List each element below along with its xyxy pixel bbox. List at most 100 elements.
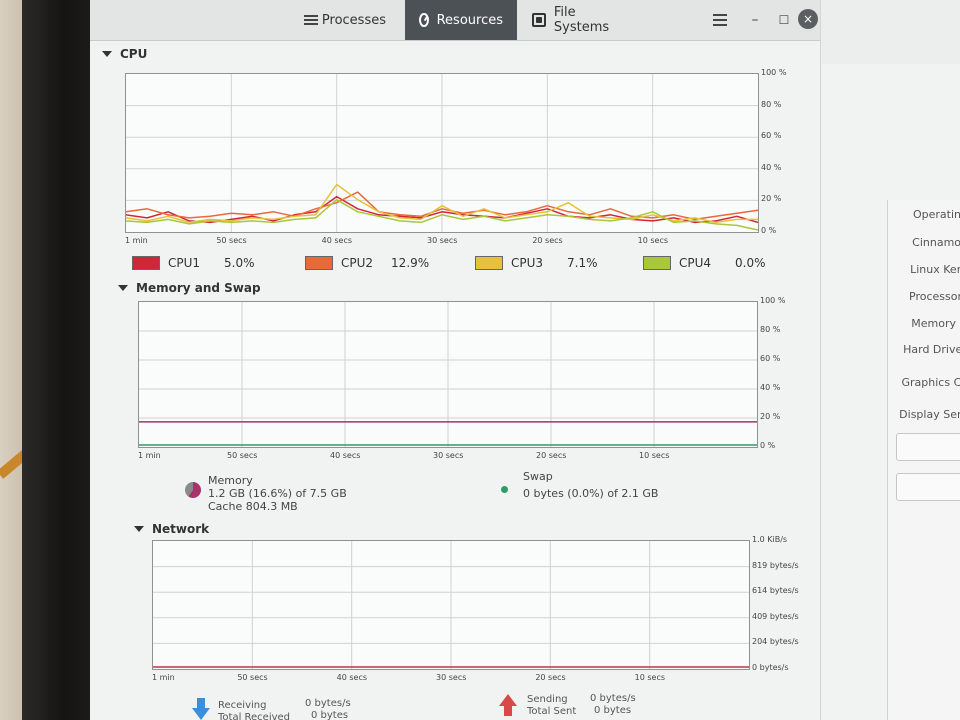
- y-tick-label: 204 bytes/s: [752, 637, 799, 647]
- swap-color-dot[interactable]: [501, 486, 508, 493]
- receiving-arrow-icon: [192, 698, 210, 720]
- memory-section-header[interactable]: Memory and Swap: [118, 281, 261, 295]
- laptop-bezel: [22, 0, 92, 720]
- network-graph: [152, 540, 750, 670]
- screen: Processes Resources File Systems – ☐ × C…: [90, 0, 960, 720]
- system-info-window: Operating Cinnamon Linux Kern Processor …: [887, 200, 960, 720]
- series-line-cpu2: [126, 191, 758, 221]
- cpu2-legend: CPU2 12.9%: [305, 256, 429, 270]
- tab-processes[interactable]: Processes: [290, 0, 400, 40]
- side-item-display-server[interactable]: Display Serv: [899, 408, 960, 421]
- minimize-button[interactable]: –: [751, 12, 759, 28]
- side-item-processor[interactable]: Processor: [909, 290, 960, 303]
- y-tick-label: 20 %: [760, 412, 781, 421]
- x-tick-label: 40 secs: [321, 236, 353, 245]
- y-tick-label: 819 bytes/s: [752, 560, 799, 570]
- cpu2-color-swatch[interactable]: [305, 256, 333, 270]
- x-tick-label: 50 secs: [216, 236, 247, 245]
- swap-usage: 0 bytes (0.0%) of 2.1 GB: [523, 487, 659, 500]
- side-button-1[interactable]: [896, 433, 960, 461]
- y-tick-label: 0 %: [760, 441, 776, 450]
- x-tick-label: 30 secs: [433, 451, 464, 460]
- y-tick-label: 0 bytes/s: [752, 663, 789, 672]
- legend-value: 7.1%: [567, 256, 598, 270]
- window-divider: [820, 0, 821, 720]
- y-tick-label: 1.0 KiB/s: [752, 535, 788, 544]
- x-tick-label: 20 secs: [536, 451, 567, 460]
- tab-file-systems[interactable]: File Systems: [518, 0, 648, 40]
- receiving-values: 0 bytes/s 0 bytes: [305, 698, 351, 720]
- side-item-memory[interactable]: Memory: [911, 317, 956, 330]
- legend-name: CPU1: [168, 256, 201, 270]
- cpu-graph: [125, 73, 759, 233]
- y-tick-label: 100 %: [761, 68, 787, 77]
- background-window-top: [821, 0, 960, 64]
- side-item-cinnamon[interactable]: Cinnamon: [912, 236, 960, 249]
- memory-cache: Cache 804.3 MB: [208, 500, 298, 513]
- y-tick-label: 0 %: [761, 226, 777, 235]
- cpu-graph-canvas: [126, 74, 758, 232]
- cpu4-legend: CPU4 0.0%: [643, 256, 766, 270]
- cpu4-color-swatch[interactable]: [643, 256, 671, 270]
- x-tick-label: 30 secs: [427, 236, 458, 245]
- receiving-labels: Receiving Total Received: [218, 700, 290, 720]
- legend-value: 5.0%: [224, 256, 255, 270]
- cpu3-legend: CPU3 7.1%: [475, 256, 598, 270]
- tab-label: Resources: [436, 12, 503, 28]
- side-item-graphics[interactable]: Graphics Ca: [901, 376, 960, 389]
- cpu1-legend: CPU1 5.0%: [132, 256, 255, 270]
- memory-info: Memory 1.2 GB (16.6%) of 7.5 GB Cache 80…: [208, 474, 347, 513]
- side-button-2[interactable]: [896, 473, 960, 501]
- x-tick-label: 30 secs: [436, 673, 467, 682]
- section-title: CPU: [120, 47, 148, 61]
- legend-value: 12.9%: [391, 256, 430, 270]
- sending-values: 0 bytes/s 0 bytes: [590, 693, 636, 717]
- x-tick-label: 50 secs: [227, 451, 258, 460]
- cpu3-color-swatch[interactable]: [475, 256, 503, 270]
- memory-pie-icon[interactable]: [185, 482, 201, 498]
- collapse-caret-icon: [134, 526, 144, 532]
- sending-value: 0 bytes/s: [590, 693, 636, 704]
- list-icon: [304, 13, 318, 27]
- sending-arrow-icon: [499, 694, 517, 716]
- memory-usage: 1.2 GB (16.6%) of 7.5 GB: [208, 487, 347, 500]
- sending-label: Sending: [527, 694, 568, 705]
- tab-label: File Systems: [553, 5, 610, 35]
- tab-resources[interactable]: Resources: [405, 0, 517, 40]
- y-tick-label: 20 %: [761, 194, 782, 204]
- series-line-cpu4: [126, 198, 758, 231]
- total-sent-value: 0 bytes: [594, 705, 632, 716]
- side-item-linux-kernel[interactable]: Linux Kern: [910, 263, 960, 276]
- cpu-section-header[interactable]: CPU: [102, 47, 147, 61]
- x-tick-label: 1 min: [125, 236, 148, 245]
- y-tick-label: 60 %: [760, 354, 781, 363]
- x-tick-label: 40 secs: [336, 673, 368, 682]
- y-tick-label: 80 %: [761, 99, 782, 109]
- menu-icon[interactable]: [710, 10, 730, 30]
- series-line-cpu1: [126, 195, 758, 224]
- network-graph-canvas: [153, 541, 749, 669]
- legend-name: CPU2: [341, 256, 374, 270]
- x-tick-label: 20 secs: [535, 673, 566, 682]
- receiving-value: 0 bytes/s: [305, 698, 351, 709]
- side-item-hard-drives[interactable]: Hard Drives: [903, 343, 960, 356]
- receiving-label: Receiving: [218, 700, 267, 711]
- disk-icon: [532, 13, 546, 27]
- maximize-button[interactable]: ☐: [778, 13, 790, 27]
- x-tick-label: 1 min: [152, 673, 175, 682]
- section-title: Network: [152, 522, 210, 536]
- x-tick-label: 10 secs: [634, 673, 666, 682]
- gauge-icon: [419, 13, 429, 27]
- collapse-caret-icon: [102, 51, 112, 57]
- total-received-label: Total Received: [218, 712, 291, 720]
- network-section-header[interactable]: Network: [134, 522, 209, 536]
- cpu1-color-swatch[interactable]: [132, 256, 160, 270]
- side-item-operating[interactable]: Operating: [913, 208, 960, 221]
- y-tick-label: 40 %: [761, 162, 782, 172]
- section-title: Memory and Swap: [136, 281, 261, 295]
- legend-name: CPU4: [679, 256, 712, 270]
- swap-info: Swap 0 bytes (0.0%) of 2.1 GB: [523, 470, 658, 500]
- x-tick-label: 10 secs: [637, 236, 669, 245]
- header-bar: Processes Resources File Systems – ☐ ×: [90, 0, 820, 41]
- close-button[interactable]: ×: [798, 9, 818, 29]
